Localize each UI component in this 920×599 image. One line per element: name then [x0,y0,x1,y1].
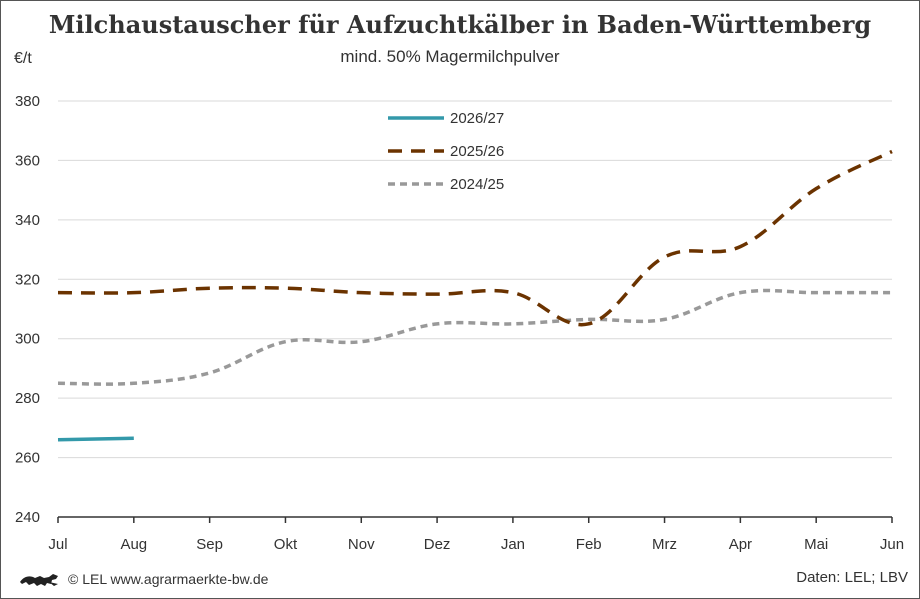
x-tick-label: Jun [880,536,904,553]
legend-label: 2024/25 [450,176,504,193]
series-lines [57,149,893,442]
y-tick-label: 320 [15,271,40,288]
x-tick-label: Mai [804,536,828,553]
x-tick-label: Mrz [652,536,677,553]
y-tick-label: 360 [15,152,40,169]
chart-title: Milchaustauscher für Aufzuchtkälber in B… [48,10,872,39]
x-tick-label: Feb [576,536,602,553]
x-tick-label: Nov [348,536,375,553]
y-tick-label: 340 [15,212,40,229]
copyright-text: © LEL www.agrarmaerkte-bw.de [68,571,269,587]
x-tick-label: Okt [274,536,298,553]
y-axis-unit: €/t [14,50,32,67]
series-line-2024-25 [57,288,892,386]
chart-subtitle: mind. 50% Magermilchpulver [340,47,560,66]
x-tick-label: Sep [196,536,223,553]
x-tick-label: Jul [48,536,67,553]
lion-logo-icon [20,574,58,586]
x-tick-label: Jan [501,536,525,553]
legend-label: 2025/26 [450,143,504,160]
data-source: Daten: LEL; LBV [796,569,908,586]
series-line-2025-26 [57,149,893,327]
x-tick-label: Dez [424,536,451,553]
legend: 2026/27 2025/26 2024/25 [388,110,504,193]
y-axis-ticks: 240 260 280 300 320 340 360 380 [15,93,40,526]
legend-label: 2026/27 [450,110,504,127]
y-tick-label: 260 [15,450,40,467]
x-axis: Jul Aug Sep Okt Nov Dez Jan Feb Mrz Apr Mai Jun [48,516,904,553]
y-tick-label: 240 [15,509,40,526]
y-tick-label: 280 [15,390,40,407]
grid-lines [58,100,892,459]
footer-copyright: © LEL www.agrarmaerkte-bw.de [18,570,268,588]
x-tick-label: Aug [120,536,147,553]
y-tick-label: 300 [15,331,40,348]
y-tick-label: 380 [15,93,40,110]
series-line-2026-27 [57,436,134,442]
x-tick-label: Apr [729,536,752,553]
